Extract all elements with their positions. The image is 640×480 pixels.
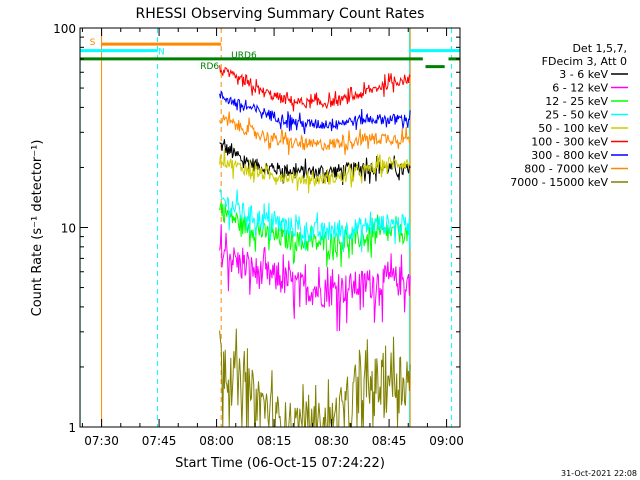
series-line xyxy=(219,139,411,186)
flag-bars: S N RD6 URD6 xyxy=(80,38,460,72)
x-tick-label: 09:00 xyxy=(429,434,464,448)
flag-label: S xyxy=(90,38,96,48)
series-line xyxy=(219,90,411,135)
timestamp-label: 31-Oct-2021 22:08 xyxy=(561,469,637,478)
series-line xyxy=(219,224,411,332)
legend-entry-label: 100 - 300 keV xyxy=(531,136,608,149)
legend-entry-label: 800 - 7000 keV xyxy=(524,163,608,176)
series-line xyxy=(219,148,411,194)
legend-entry-label: 7000 - 15000 keV xyxy=(510,176,608,189)
x-tick-label: 08:45 xyxy=(372,434,407,448)
x-tick-label: 08:15 xyxy=(257,434,292,448)
legend-entry-label: 300 - 800 keV xyxy=(531,149,608,162)
y-tick-label: 100 xyxy=(53,22,76,36)
chart-title: RHESSI Observing Summary Count Rates xyxy=(136,6,425,22)
legend-title-line: FDecim 3, Att 0 xyxy=(542,55,627,68)
y-axis-label: Count Rate (s⁻¹ detector⁻¹) xyxy=(30,140,45,317)
y-tick-label: 10 xyxy=(61,222,76,236)
series-line xyxy=(219,328,411,428)
x-tick-label: 07:30 xyxy=(84,434,119,448)
x-axis-label: Start Time (06-Oct-15 07:24:22) xyxy=(175,456,385,471)
series-line xyxy=(219,188,411,253)
flag-label: RD6 xyxy=(200,62,219,72)
series-line xyxy=(219,111,411,156)
series-line xyxy=(219,65,411,112)
legend-title-line: Det 1,5,7, xyxy=(572,42,627,55)
series-group xyxy=(219,65,411,428)
x-tick-label: 08:00 xyxy=(199,434,234,448)
axes: 07:30 07:45 08:00 08:15 08:30 08:45 09:00 1 10 10… xyxy=(53,22,464,448)
flag-label: N xyxy=(158,48,165,58)
legend-entry-label: 6 - 12 keV xyxy=(552,82,608,95)
legend-entry-label: 3 - 6 keV xyxy=(559,68,608,81)
legend-entry-label: 25 - 50 keV xyxy=(545,109,608,122)
x-tick-label: 08:30 xyxy=(314,434,349,448)
plot-frame xyxy=(79,27,461,428)
x-tick-label: 07:45 xyxy=(142,434,177,448)
legend-entry-label: 12 - 25 keV xyxy=(545,95,608,108)
legend-entry-label: 50 - 100 keV xyxy=(538,122,608,135)
flag-label: URD6 xyxy=(231,51,257,61)
y-tick-label: 1 xyxy=(68,421,76,435)
